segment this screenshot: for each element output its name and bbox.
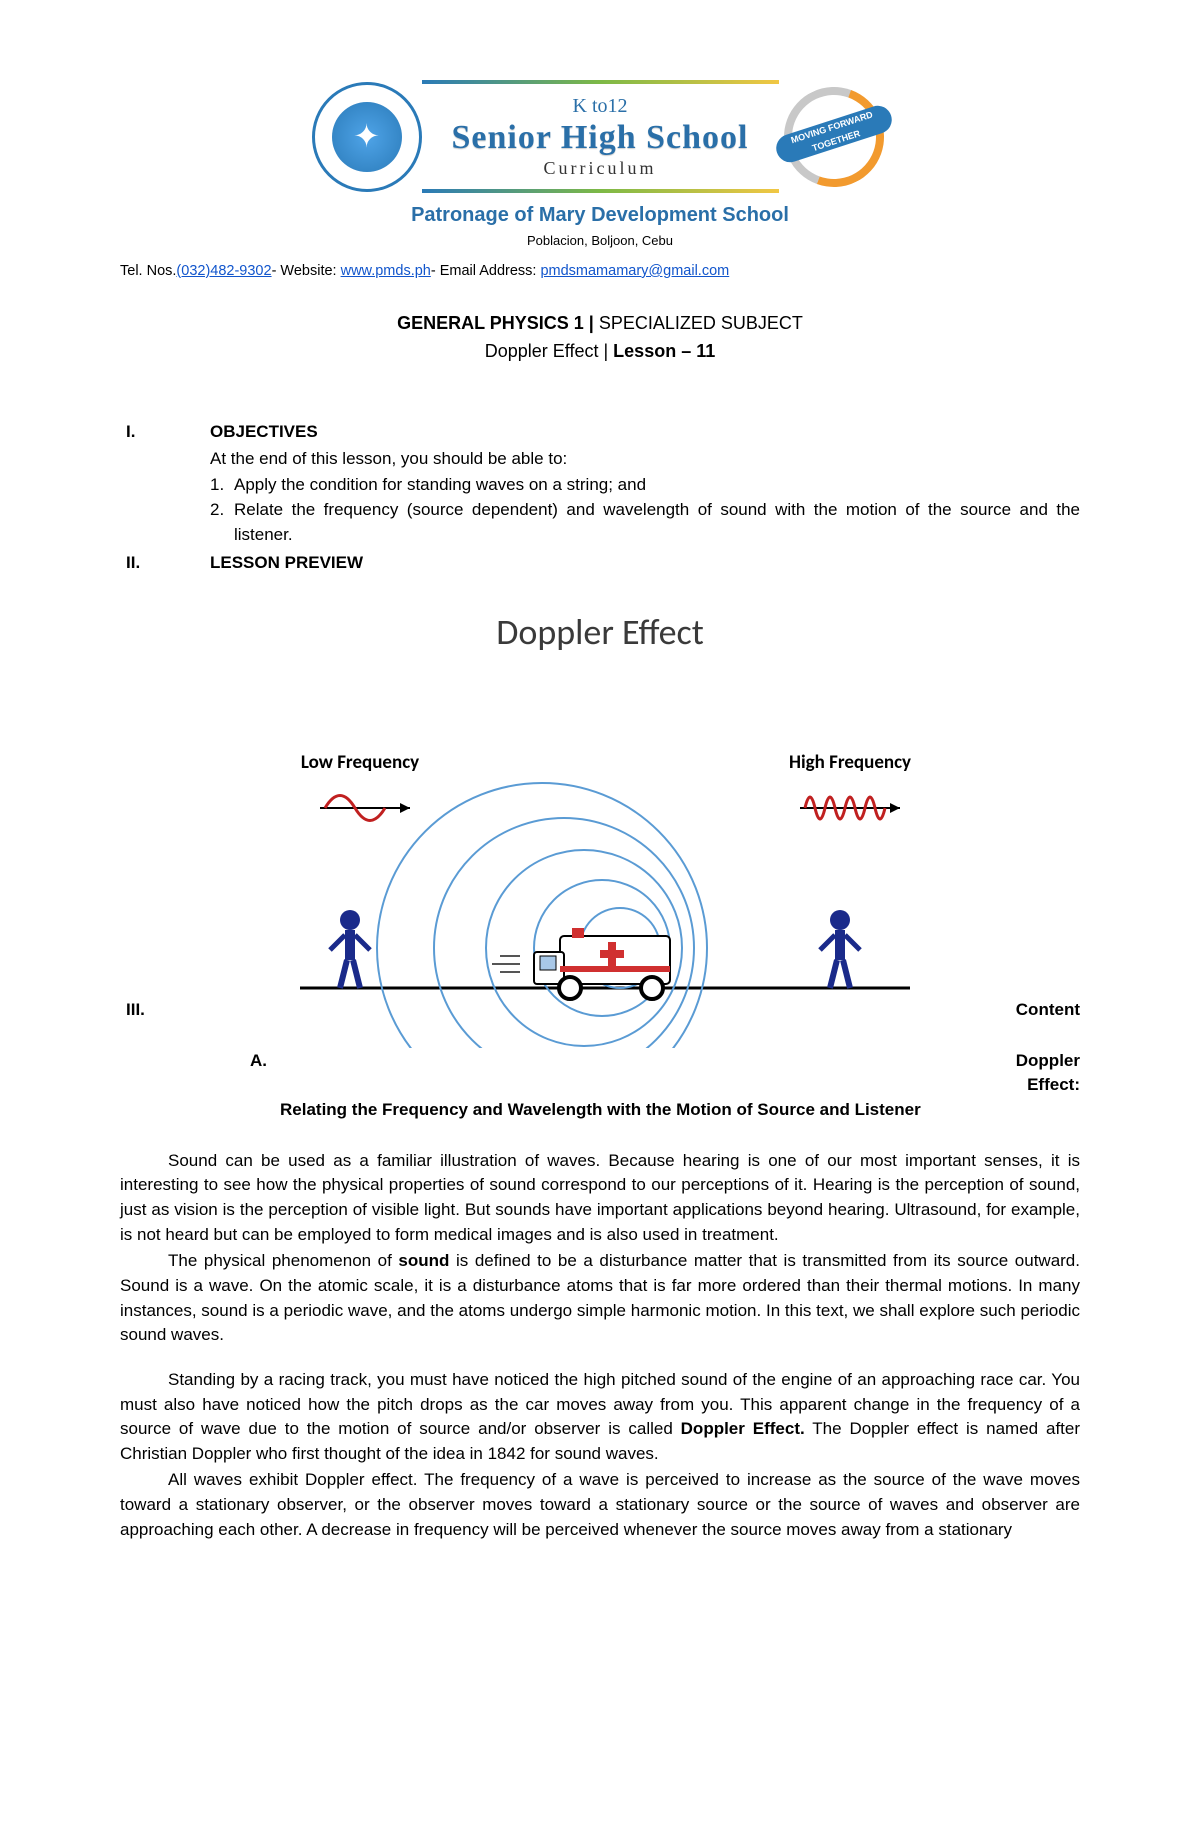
objective-num: 2. bbox=[210, 498, 234, 547]
course-title: GENERAL PHYSICS 1 | SPECIALIZED SUBJECT bbox=[120, 310, 1080, 336]
contact-line: Tel. Nos.(032)482-9302- Website: www.pmd… bbox=[120, 261, 1080, 282]
p3b: Doppler Effect. bbox=[681, 1419, 805, 1438]
diagram-title: Doppler Effect bbox=[120, 606, 1080, 658]
objectives-body: OBJECTIVES At the end of this lesson, yo… bbox=[210, 420, 1080, 547]
website-link[interactable]: www.pmds.ph bbox=[341, 263, 431, 279]
objective-item: 1. Apply the condition for standing wave… bbox=[210, 473, 1080, 498]
content-title: Content bbox=[1016, 998, 1080, 1023]
paragraph-2: The physical phenomenon of sound is defi… bbox=[120, 1249, 1080, 1348]
subject-rest: SPECIALIZED SUBJECT bbox=[599, 313, 803, 333]
p4-text: All waves exhibit Doppler effect. The fr… bbox=[120, 1470, 1080, 1538]
subsection-a: A. Doppler Effect: bbox=[120, 1049, 1080, 1098]
objective-num: 1. bbox=[210, 473, 234, 498]
subsection-heading: Relating the Frequency and Wavelength wi… bbox=[280, 1098, 1080, 1123]
forward-logo: MOVING FORWARD TOGETHER bbox=[779, 82, 889, 192]
person-right bbox=[820, 910, 860, 988]
paragraph-3: Standing by a racing track, you must hav… bbox=[120, 1368, 1080, 1467]
objective-item: 2. Relate the frequency (source dependen… bbox=[210, 498, 1080, 547]
person-left bbox=[330, 910, 370, 988]
email-label: - Email Address: bbox=[431, 263, 541, 279]
p2b: sound bbox=[398, 1251, 449, 1270]
school-logo-inner: ✦ bbox=[332, 102, 402, 172]
doppler-svg: Low Frequency High Frequency bbox=[220, 688, 980, 1048]
lesson-bold: Lesson – 11 bbox=[613, 341, 715, 361]
roman-i: I. bbox=[120, 420, 210, 547]
website-label: - Website: bbox=[272, 263, 341, 279]
objective-text: Apply the condition for standing waves o… bbox=[234, 473, 1080, 498]
shs-label: Senior High School bbox=[452, 121, 749, 155]
section-objectives: I. OBJECTIVES At the end of this lesson,… bbox=[120, 420, 1080, 547]
p2a: The physical phenomenon of bbox=[168, 1251, 398, 1270]
lesson-prefix: Doppler Effect | bbox=[485, 341, 613, 361]
objectives-title: OBJECTIVES bbox=[210, 420, 1080, 445]
paragraph-4: All waves exhibit Doppler effect. The fr… bbox=[120, 1468, 1080, 1542]
preview-body: LESSON PREVIEW bbox=[210, 551, 1080, 576]
doppler-word1: Doppler bbox=[1016, 1051, 1080, 1070]
roman-iii: III. bbox=[120, 998, 210, 1023]
header-banner: ✦ K to12 Senior High School Curriculum M… bbox=[120, 80, 1080, 193]
school-address: Poblacion, Boljoon, Cebu bbox=[120, 232, 1080, 251]
section-content: III. Content bbox=[120, 998, 1080, 1023]
section-preview: II. LESSON PREVIEW bbox=[120, 551, 1080, 576]
kto12-label: K to12 bbox=[452, 92, 749, 121]
email-link[interactable]: pmdsmamamary@gmail.com bbox=[540, 263, 729, 279]
objectives-intro: At the end of this lesson, you should be… bbox=[210, 447, 1080, 472]
letter-a: A. bbox=[250, 1049, 280, 1098]
p1-text: Sound can be used as a familiar illustra… bbox=[120, 1151, 1080, 1244]
doppler-diagram: Doppler Effect bbox=[120, 606, 1080, 1048]
preview-title: LESSON PREVIEW bbox=[210, 551, 1080, 576]
objectives-list: 1. Apply the condition for standing wave… bbox=[210, 473, 1080, 547]
subject-bold: GENERAL PHYSICS 1 | bbox=[397, 313, 599, 333]
doppler-label: Doppler Effect: bbox=[1016, 1049, 1080, 1098]
school-name: Patronage of Mary Development School bbox=[120, 201, 1080, 230]
lesson-line: Doppler Effect | Lesson – 11 bbox=[120, 338, 1080, 364]
low-freq-wave bbox=[320, 796, 410, 821]
roman-ii: II. bbox=[120, 551, 210, 576]
phone-link[interactable]: (032)482-9302 bbox=[176, 263, 271, 279]
banner-center: K to12 Senior High School Curriculum bbox=[422, 80, 779, 193]
low-freq-label: Low Frequency bbox=[301, 751, 419, 774]
school-logo: ✦ bbox=[312, 82, 422, 192]
high-freq-label: High Frequency bbox=[789, 751, 911, 774]
high-freq-wave bbox=[800, 797, 900, 819]
curriculum-label: Curriculum bbox=[452, 155, 749, 181]
objective-text: Relate the frequency (source dependent) … bbox=[234, 498, 1080, 547]
doppler-word2: Effect: bbox=[1027, 1075, 1080, 1094]
paragraph-1: Sound can be used as a familiar illustra… bbox=[120, 1149, 1080, 1248]
tel-prefix: Tel. Nos. bbox=[120, 263, 176, 279]
